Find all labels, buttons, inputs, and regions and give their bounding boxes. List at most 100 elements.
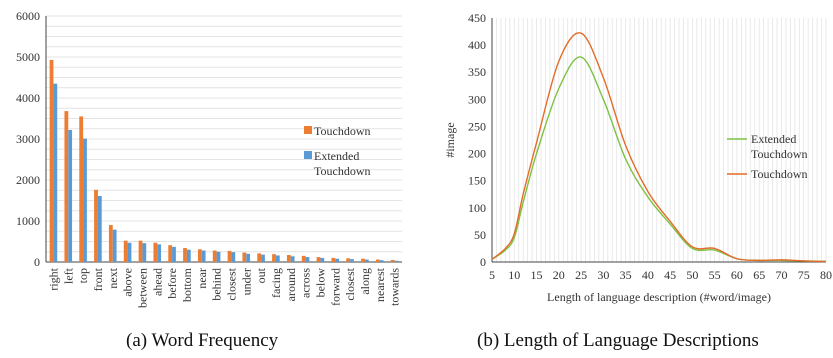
y-tick-label: 0 bbox=[480, 255, 486, 269]
series-line bbox=[491, 32, 827, 263]
y-tick-label: 0 bbox=[34, 255, 40, 269]
description-length-chart: 0 50 100 150 200 250 300 350 400 450 5 10 15 20 25 30 35… bbox=[443, 11, 832, 304]
x-tick-label: facing bbox=[269, 268, 283, 298]
x-tick-label: near bbox=[195, 268, 209, 289]
x-tick-label: 80 bbox=[820, 268, 832, 282]
y-tick-label: 50 bbox=[474, 228, 486, 242]
x-tick-label: 50 bbox=[686, 268, 698, 282]
bar bbox=[216, 251, 221, 262]
x-tick-label: bottom bbox=[180, 267, 194, 302]
y-tick-label: 200 bbox=[468, 147, 486, 161]
y-tick-label: 5000 bbox=[16, 50, 40, 64]
bar bbox=[201, 250, 206, 262]
y-tick-label: 250 bbox=[468, 119, 486, 133]
x-tick-label: behind bbox=[210, 268, 224, 301]
bar bbox=[97, 195, 102, 262]
bar bbox=[261, 254, 265, 262]
x-tick-label: 40 bbox=[642, 268, 654, 282]
bar bbox=[138, 240, 143, 262]
x-tick-label: 60 bbox=[731, 268, 743, 282]
bar bbox=[127, 242, 132, 262]
bar bbox=[320, 257, 325, 262]
bar bbox=[123, 240, 128, 262]
bar bbox=[375, 259, 380, 262]
bar bbox=[227, 250, 232, 262]
x-tick-label: out bbox=[254, 267, 268, 283]
bar bbox=[49, 59, 54, 263]
bar bbox=[94, 189, 98, 262]
bar bbox=[53, 83, 58, 263]
y-tick-label: 1000 bbox=[16, 214, 40, 228]
bar bbox=[275, 255, 280, 262]
bar bbox=[108, 225, 113, 262]
y-tick-label: 450 bbox=[468, 11, 486, 25]
bar bbox=[168, 245, 173, 262]
bar bbox=[290, 256, 295, 262]
y-tick-label: 350 bbox=[468, 65, 486, 79]
y-axis-title: #image bbox=[443, 122, 457, 157]
y-tick-label: 150 bbox=[468, 174, 486, 188]
x-tick-label: nearest bbox=[373, 267, 387, 302]
x-tick-label: around bbox=[284, 268, 298, 301]
bar bbox=[364, 259, 369, 262]
x-tick-label: 65 bbox=[753, 268, 765, 282]
bar bbox=[231, 252, 236, 262]
bar bbox=[379, 260, 384, 262]
x-tick-label: below bbox=[313, 268, 327, 298]
bar bbox=[83, 138, 87, 262]
bar bbox=[257, 253, 262, 262]
x-axis-title: Length of language description (#word/im… bbox=[547, 290, 771, 304]
bar bbox=[142, 243, 147, 262]
x-tick-label: forward bbox=[328, 268, 342, 306]
bar bbox=[186, 249, 191, 262]
bar bbox=[331, 257, 336, 262]
legend-label: Extended Touchdown bbox=[314, 149, 370, 178]
y-tick-label: 400 bbox=[468, 38, 486, 52]
caption-description-length: (b) Length of Language Descriptions bbox=[477, 330, 759, 351]
bar bbox=[79, 116, 84, 262]
bar bbox=[394, 260, 399, 262]
x-tick-label: top bbox=[76, 268, 90, 283]
x-tick-label: ahead bbox=[150, 268, 164, 296]
y-tick-label: 3000 bbox=[16, 132, 40, 146]
x-tick-label: along bbox=[358, 268, 372, 295]
x-tick-label: between bbox=[135, 268, 149, 308]
y-tick-label: 100 bbox=[468, 201, 486, 215]
x-tick-label: 35 bbox=[620, 268, 632, 282]
bar bbox=[68, 129, 73, 262]
legend-label: Touchdown bbox=[751, 167, 807, 181]
bar bbox=[242, 252, 247, 262]
x-tick-label: 55 bbox=[709, 268, 721, 282]
x-tick-label: 10 bbox=[508, 268, 520, 282]
x-tick-label: closest bbox=[224, 267, 238, 300]
x-tick-label: right bbox=[46, 267, 60, 290]
bar bbox=[246, 253, 251, 262]
legend-label: Touchdown bbox=[314, 124, 370, 138]
x-tick-label: closest bbox=[343, 267, 357, 300]
bar bbox=[157, 244, 162, 262]
bar bbox=[153, 242, 158, 262]
bar bbox=[301, 255, 306, 262]
x-tick-label: next bbox=[106, 267, 120, 288]
bar bbox=[183, 248, 187, 262]
bar bbox=[335, 258, 340, 262]
x-tick-label: 70 bbox=[775, 268, 787, 282]
x-tick-label: 25 bbox=[575, 268, 587, 282]
bar bbox=[286, 255, 291, 262]
y-tick-label: 300 bbox=[468, 92, 486, 106]
x-tick-label: 5 bbox=[489, 268, 495, 282]
x-tick-label: 15 bbox=[531, 268, 543, 282]
x-tick-label: front bbox=[91, 267, 105, 291]
x-tick-label: before bbox=[165, 268, 179, 299]
bar bbox=[212, 250, 217, 262]
bar bbox=[197, 249, 202, 262]
x-tick-label: 75 bbox=[798, 268, 810, 282]
caption-word-frequency: (a) Word Frequency bbox=[126, 330, 279, 351]
legend-swatch bbox=[304, 151, 312, 159]
y-tick-label: 4000 bbox=[16, 91, 40, 105]
x-tick-label: left bbox=[61, 267, 75, 284]
x-tick-label: 45 bbox=[664, 268, 676, 282]
x-tick-label: under bbox=[239, 268, 253, 295]
bar bbox=[64, 111, 69, 263]
